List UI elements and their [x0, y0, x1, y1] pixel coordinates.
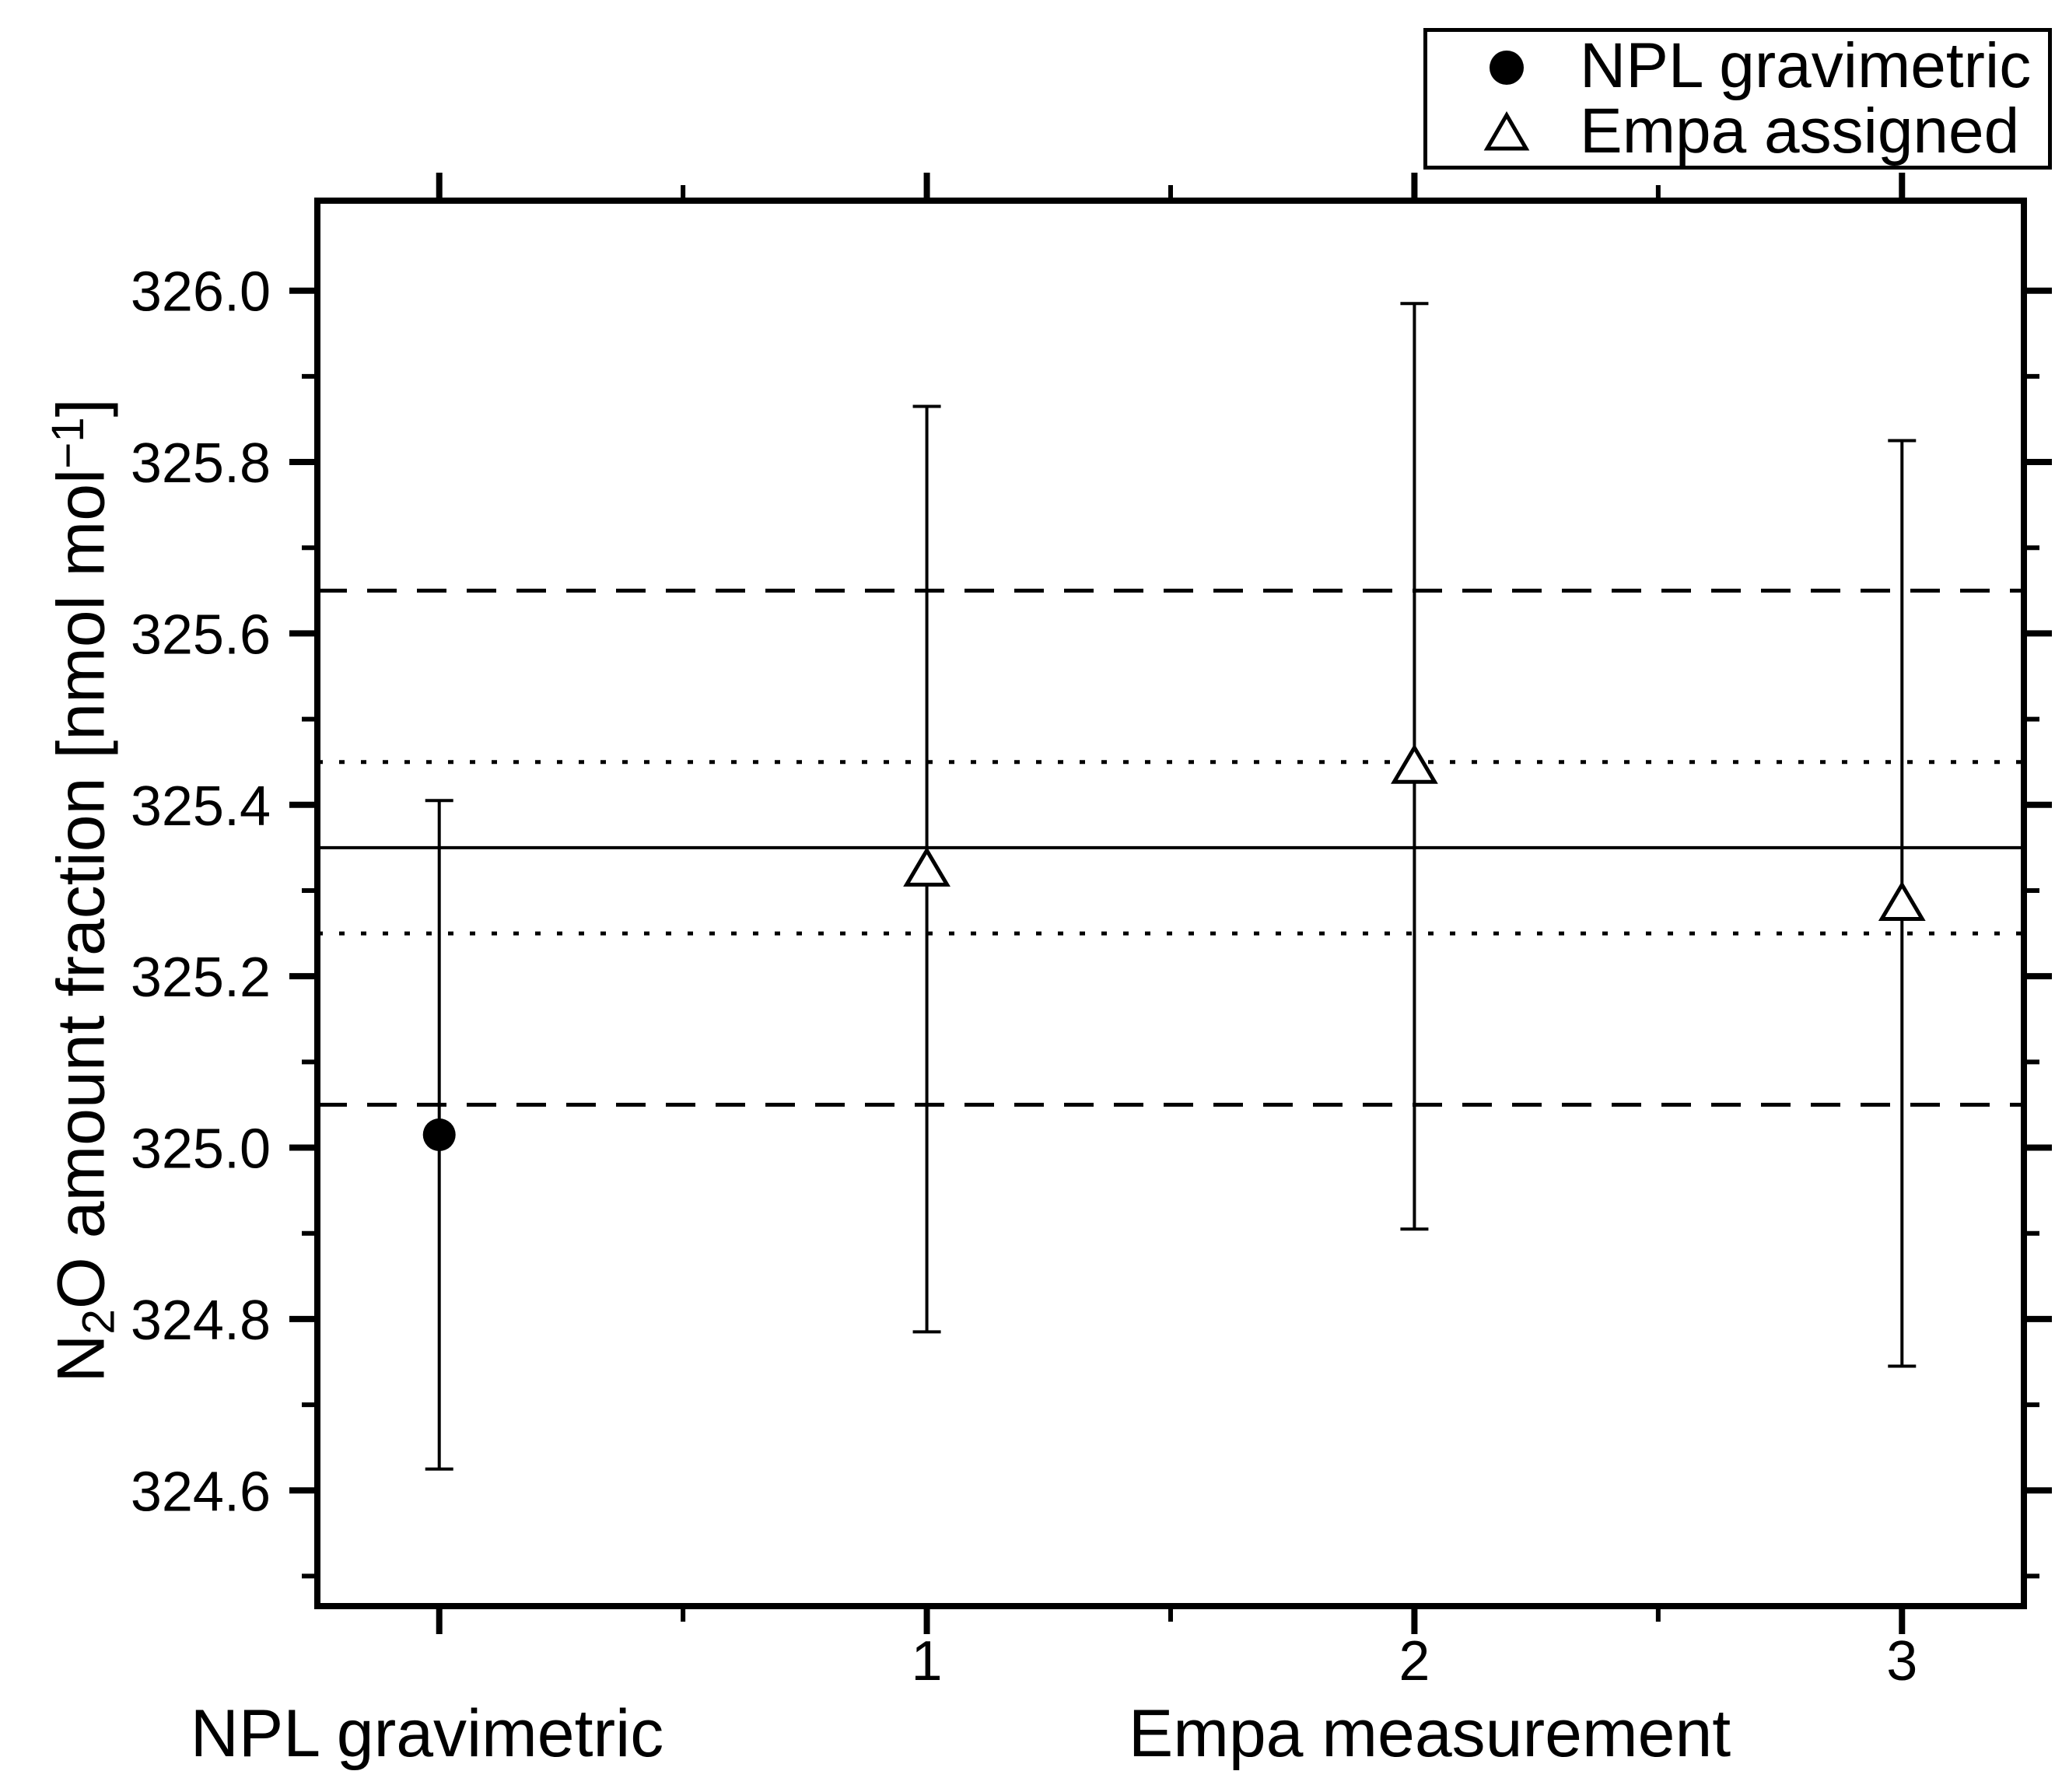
y-tick-label: 325.6 — [131, 604, 271, 666]
x-tick-label: 1 — [912, 1630, 943, 1692]
y-axis-title-pre: N — [44, 1334, 119, 1383]
x-axis-label-npl: NPL gravimetric — [190, 1696, 664, 1771]
y-axis-title-sub: 2 — [73, 1309, 124, 1335]
x-tick-label: 3 — [1886, 1630, 1917, 1692]
y-tick-label: 325.2 — [131, 947, 271, 1009]
x-tick-label: 2 — [1399, 1630, 1430, 1692]
plot-border — [314, 198, 2027, 1609]
data-point-open-triangle — [1878, 880, 1926, 921]
open-triangle-icon — [1483, 111, 1530, 151]
y-tick-label: 325.4 — [131, 775, 271, 838]
y-axis-title-mid: O amount fraction [nmol mol — [44, 468, 119, 1310]
y-tick-label: 324.8 — [131, 1290, 271, 1352]
data-point-open-triangle — [1391, 744, 1438, 784]
data-point-open-triangle — [903, 846, 950, 887]
legend: NPL gravimetric Empa assigned — [1423, 28, 2052, 170]
legend-entry-npl: NPL gravimetric — [1477, 33, 2048, 99]
y-axis-title-sup: −1 — [43, 417, 94, 469]
y-tick-label: 325.0 — [131, 1118, 271, 1181]
legend-entry-empa: Empa assigned — [1477, 99, 2048, 164]
data-point-filled-circle — [422, 1118, 456, 1151]
y-tick-label: 324.6 — [131, 1461, 271, 1523]
y-axis-title-post: ] — [44, 398, 119, 418]
y-tick-label: 326.0 — [131, 261, 271, 324]
filled-circle-icon — [1490, 51, 1524, 85]
y-tick-label: 325.8 — [131, 432, 271, 495]
y-axis-title: N2O amount fraction [nmol mol−1] — [43, 398, 124, 1383]
legend-entry-label: Empa assigned — [1580, 96, 2020, 166]
x-axis-label-empa: Empa measurement — [1128, 1696, 1731, 1771]
legend-entry-label: NPL gravimetric — [1580, 30, 2032, 101]
